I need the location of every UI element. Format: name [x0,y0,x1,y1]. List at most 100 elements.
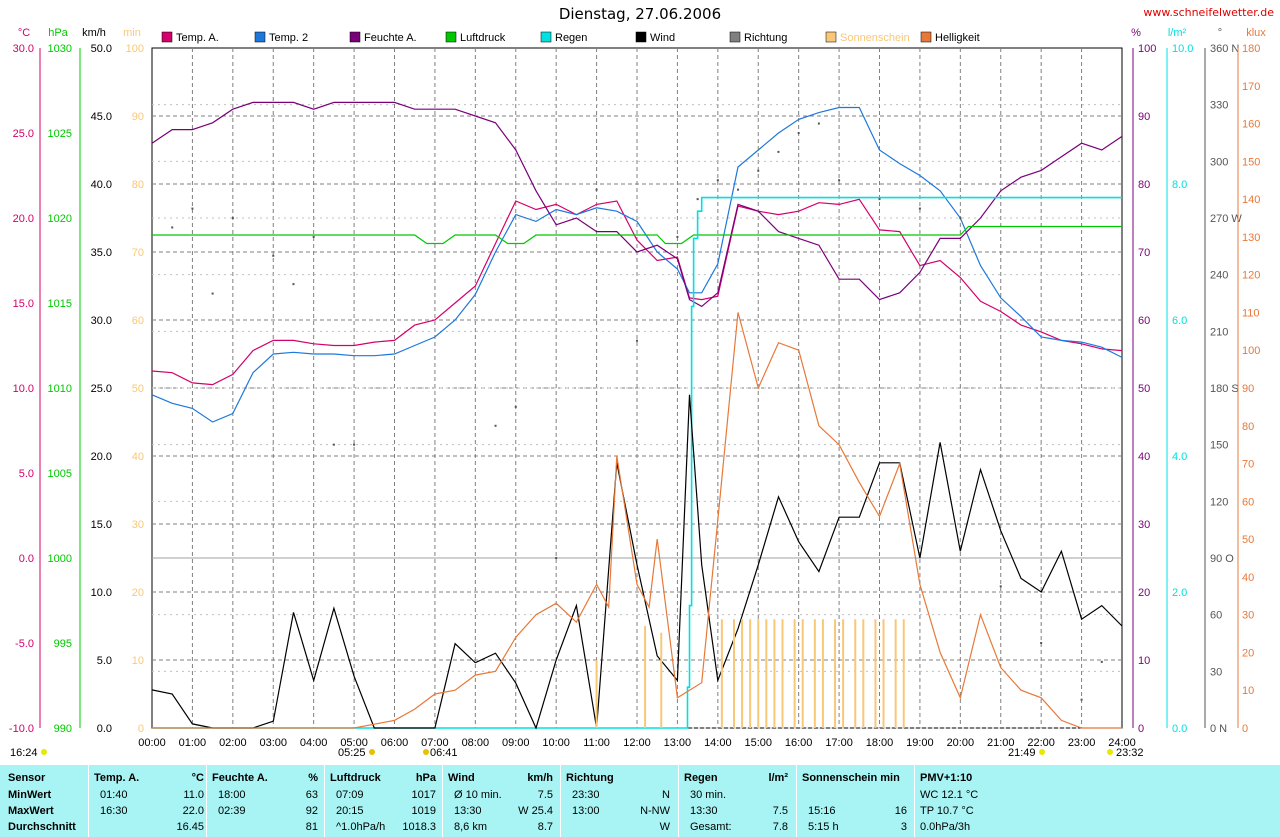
direction-point [191,207,194,210]
stats-rain-value: 7.8 [772,821,788,833]
stats-press-value: 1018.3 [402,821,436,833]
unit-label: min [123,27,141,39]
rain-tick: 8.0 [1172,179,1187,191]
stats-unit-rain: l/m² [768,772,788,784]
min-tick: 30 [132,519,144,531]
stats-unit-wind: km/h [527,772,553,784]
min-tick: 100 [126,43,144,55]
wind-tick: 45.0 [91,111,112,123]
time-tick: 15:00 [744,737,772,749]
min-tick: 50 [132,383,144,395]
dir-tick: 90 O [1210,553,1234,565]
stats-wind-value: 7.5 [537,789,553,801]
time-tick: 05:00 [340,737,368,749]
legend-label: Richtung [744,32,787,44]
stats-hum-value: 81 [305,821,318,833]
legend-swatch [445,31,457,43]
time-tick: 16:00 [785,737,813,749]
stats-unit-press: hPa [415,772,436,784]
legend-swatch [920,31,932,43]
dir-tick: 120 [1210,496,1228,508]
stats-press-value: 1017 [411,789,436,801]
direction-point [838,179,841,182]
site-url[interactable]: www.schneifelwetter.de [1143,6,1274,19]
direction-point [999,585,1002,588]
min-tick: 40 [132,451,144,463]
klux-tick: 170 [1242,81,1260,93]
stats-rain-time: Gesamt: [690,821,732,833]
direction-point [332,443,335,446]
klux-tick: 20 [1242,647,1254,659]
stats-unit-temp: °C [191,772,204,784]
hpa-tick: 1000 [48,553,72,565]
temp-tick: 25.0 [13,128,34,140]
time-tick: 20:00 [947,737,975,749]
dir-tick: 240 [1210,270,1228,282]
direction-point [676,235,679,238]
stats-header-sensor: Sensor [8,772,46,784]
unit-label: km/h [82,27,106,39]
legend-swatch [729,31,741,43]
stats-table: Sensor MinWert MaxWert Durchschnitt Temp. A.… [0,765,1280,837]
min-tick: 60 [132,315,144,327]
temp-tick: -5.0 [15,638,34,650]
stats-wind-time: 13:30 [454,805,482,817]
min-tick: 0 [138,723,144,735]
direction-point [737,188,740,191]
klux-tick: 50 [1242,534,1254,546]
hpa-tick: 1025 [48,128,72,140]
stats-separator [324,765,325,837]
direction-point [777,150,780,153]
stats-header-hum: Feuchte A. [212,772,268,784]
min-tick: 10 [132,655,144,667]
wind-tick: 5.0 [97,655,112,667]
unit-label: l/m² [1168,27,1187,39]
temp-tick: 5.0 [19,468,34,480]
time-tick: 02:00 [219,737,247,749]
rain-tick: 4.0 [1172,451,1187,463]
time-tick: 08:00 [462,737,490,749]
klux-tick: 0 [1242,723,1248,735]
series-temp-2 [151,106,1123,423]
time-tick: 13:00 [664,737,692,749]
temp-tick: -10.0 [9,723,34,735]
direction-point [231,217,234,219]
stats-header-pmv: PMV+1:10 [920,772,973,784]
direction-point [211,292,214,295]
stats-header-sun: Sonnenschein min [802,772,900,784]
direction-point [959,217,962,219]
stats-row-label: MaxWert [8,805,54,817]
klux-tick: 80 [1242,421,1254,433]
dir-tick: 0 N [1210,723,1227,735]
stats-separator [796,765,797,837]
stats-header-dir: Richtung [566,772,614,784]
stats-wind-time: 8,6 km [454,821,488,833]
event-dusk: 21:49 [1008,747,1036,759]
rain-tick: 2.0 [1172,587,1187,599]
stats-hum-value: 92 [305,805,318,817]
klux-tick: 150 [1242,156,1260,168]
stats-wind-value: W 25.4 [518,805,553,817]
series-helligkeit [152,312,1122,729]
stats-pmv-value: TP 10.7 °C [920,805,974,817]
wind-tick: 25.0 [91,383,112,395]
time-tick: 12:00 [623,737,651,749]
direction-point [494,424,497,427]
stats-sun-time: 5:15 h [808,821,839,833]
stats-sun-value: 3 [900,821,907,833]
series-feuchte-a [151,101,1123,308]
stats-header-temp: Temp. A. [94,772,140,784]
pct-tick: 70 [1138,247,1150,259]
series-wind [151,394,1123,730]
stats-unit-hum: % [308,772,318,784]
direction-point [817,122,820,125]
time-tick: 14:00 [704,737,732,749]
klux-tick: 40 [1242,572,1254,584]
time-tick: 09:00 [502,737,530,749]
pct-tick: 30 [1138,519,1150,531]
direction-point [918,207,921,210]
time-tick: 18:00 [866,737,894,749]
klux-tick: 10 [1242,685,1254,697]
unit-label: ° [1218,27,1222,39]
dawn-icon [423,749,429,755]
